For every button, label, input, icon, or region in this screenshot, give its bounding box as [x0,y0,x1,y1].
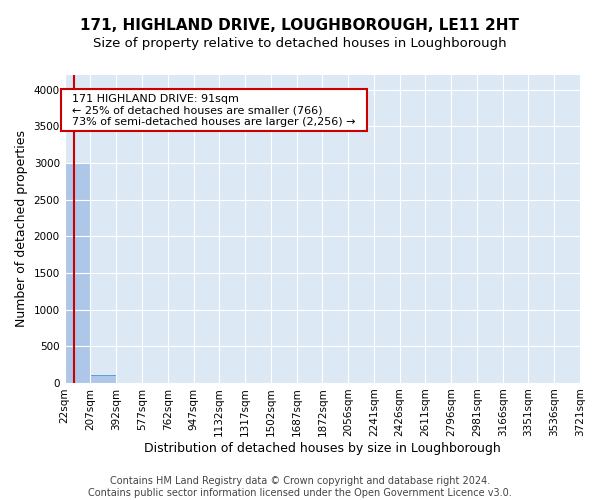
Text: 171 HIGHLAND DRIVE: 91sqm  
  ← 25% of detached houses are smaller (766)  
  73%: 171 HIGHLAND DRIVE: 91sqm ← 25% of detac… [65,94,363,127]
Text: 171, HIGHLAND DRIVE, LOUGHBOROUGH, LE11 2HT: 171, HIGHLAND DRIVE, LOUGHBOROUGH, LE11 … [80,18,520,32]
Bar [91,375,116,383]
Bar [65,163,91,383]
Text: Contains HM Land Registry data © Crown copyright and database right 2024.
Contai: Contains HM Land Registry data © Crown c… [88,476,512,498]
Y-axis label: Number of detached properties: Number of detached properties [15,130,28,328]
X-axis label: Distribution of detached houses by size in Loughborough: Distribution of detached houses by size … [144,442,501,455]
Text: Size of property relative to detached houses in Loughborough: Size of property relative to detached ho… [93,38,507,51]
